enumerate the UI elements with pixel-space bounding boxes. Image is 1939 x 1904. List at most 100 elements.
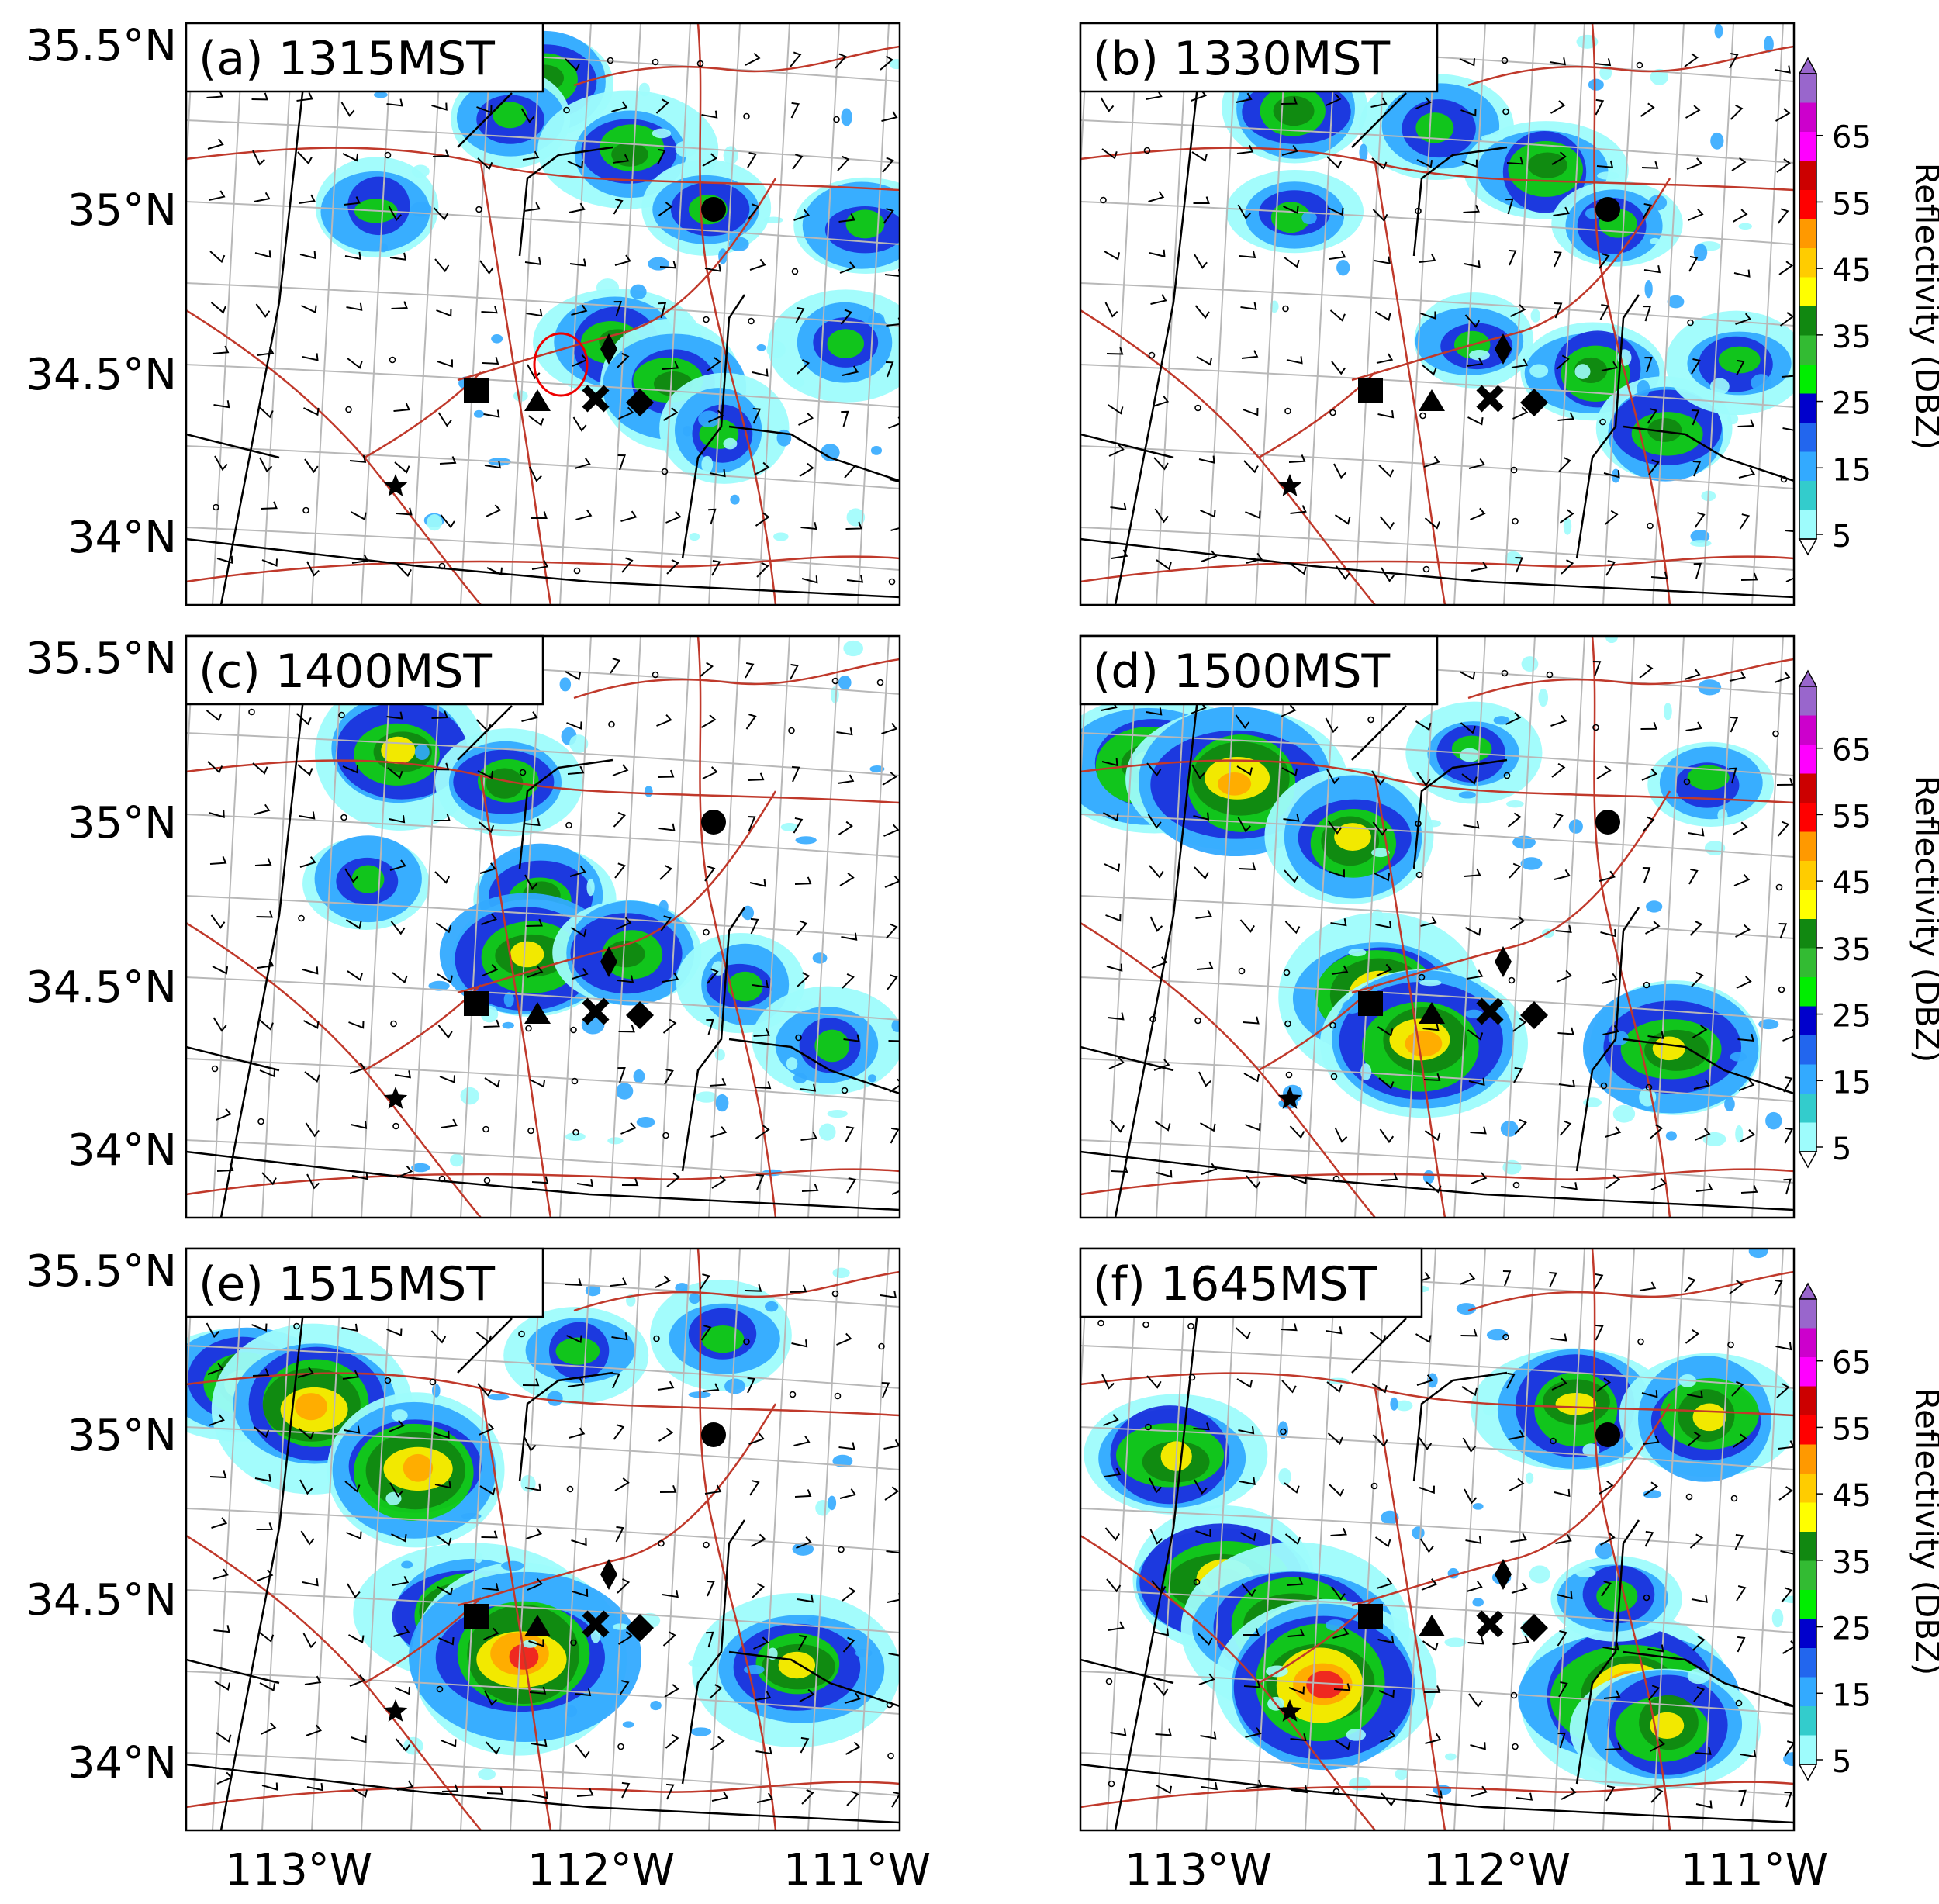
road: [479, 1387, 552, 1830]
echo: [1278, 1467, 1291, 1486]
echo: [428, 980, 450, 991]
echo: [411, 1163, 430, 1173]
echo: [1469, 349, 1490, 361]
boundary: [1114, 1249, 1206, 1830]
boundary: [457, 1318, 513, 1374]
echo: [401, 1560, 413, 1569]
echo: [1724, 1097, 1735, 1112]
echo: [763, 216, 783, 223]
triangle-icon: [524, 1615, 551, 1636]
square-icon: [464, 1604, 489, 1629]
x-icon: [582, 385, 610, 413]
colorbar-segment: [1799, 803, 1816, 832]
echo: [723, 146, 738, 165]
boundary: [681, 294, 746, 559]
echo: [559, 677, 572, 692]
road: [1467, 45, 1794, 87]
echo: [1419, 980, 1442, 987]
x-icon: [1476, 997, 1504, 1025]
echo: [1336, 260, 1350, 276]
boundary: [186, 537, 900, 599]
echo: [1717, 809, 1728, 822]
panel-label-box: [1079, 1247, 1423, 1318]
echo: [675, 140, 697, 157]
colorbar-segment: [1799, 977, 1816, 1007]
station-markers: [1277, 197, 1620, 496]
road: [186, 147, 900, 192]
road: [1591, 636, 1671, 1218]
thin-diamond-icon: [1495, 333, 1512, 365]
storm-cell: [1569, 1668, 1761, 1790]
echo: [1521, 656, 1539, 672]
boundary: [186, 1045, 280, 1072]
panel-label: (a) 1315MST: [199, 32, 495, 86]
circle-icon: [701, 810, 726, 835]
echo: [1690, 530, 1710, 543]
echo: [503, 991, 514, 1007]
echo: [1730, 1052, 1747, 1062]
lat-label: 34°N: [67, 1738, 177, 1788]
x-icon: [1476, 1610, 1504, 1638]
colorbar-segment: [1799, 510, 1816, 539]
echo: [818, 1123, 836, 1141]
colorbar-extend-min: [1798, 538, 1818, 556]
colorbar-tick-label: 45: [1832, 866, 1872, 901]
road: [1351, 178, 1671, 382]
panel-label: (b) 1330MST: [1093, 32, 1391, 86]
panel-f: (f) 1645MST: [1079, 1247, 1796, 1832]
colorbar-tick-label: 25: [1832, 386, 1872, 422]
station-markers: [1277, 810, 1620, 1109]
star-icon: [383, 474, 408, 496]
echo: [1481, 134, 1504, 142]
road: [696, 1249, 777, 1830]
echo: [723, 437, 738, 450]
panel-label: (d) 1500MST: [1093, 644, 1391, 699]
echo: [1738, 223, 1753, 230]
colorbar-segment: [1799, 948, 1816, 977]
storm-cell: [1647, 741, 1775, 827]
echo: [690, 1727, 712, 1736]
colorbar-segment: [1799, 773, 1816, 803]
echo: [1412, 1526, 1425, 1539]
storm-cell: [315, 157, 439, 258]
storm-cell: [752, 986, 900, 1095]
county-boundaries: [186, 23, 900, 605]
roads: [186, 636, 900, 1218]
colorbar-extend-max: [1798, 57, 1818, 74]
lat-labels-row1: 35.5°N 35°N 34.5°N 34°N: [26, 21, 177, 563]
colorbar-tick-label: 15: [1832, 1065, 1872, 1101]
road: [1467, 1270, 1794, 1312]
wind-barbs: [205, 653, 900, 1195]
boundary: [1623, 1650, 1794, 1708]
echo: [1748, 1249, 1768, 1259]
colorbar-tick-label: 5: [1832, 1132, 1851, 1167]
echo: [411, 164, 430, 178]
colorbar-segment: [1799, 1035, 1816, 1065]
colorbar-segment: [1799, 1560, 1816, 1590]
road: [457, 1403, 777, 1607]
echo: [1687, 1668, 1710, 1685]
road: [696, 23, 777, 605]
triangle-icon: [1419, 1615, 1445, 1636]
road: [457, 178, 777, 382]
echo: [1735, 1125, 1744, 1143]
diamond-icon: [1520, 1614, 1548, 1642]
station-markers: [383, 810, 726, 1109]
boundary: [1080, 1045, 1174, 1072]
boundary: [1114, 23, 1206, 605]
boundary: [186, 1658, 280, 1685]
echo: [812, 952, 828, 964]
county-boundaries: [186, 1249, 900, 1830]
echo: [373, 92, 388, 98]
echo: [644, 786, 653, 797]
echo: [793, 1073, 807, 1083]
road: [457, 790, 777, 994]
lon-label: 112°W: [527, 1845, 675, 1895]
boundary: [1575, 294, 1640, 559]
boundary: [219, 23, 312, 605]
roads: [1080, 636, 1794, 1218]
echo: [478, 1768, 496, 1781]
echo: [607, 1137, 624, 1145]
boundary: [1412, 1371, 1508, 1482]
road: [1080, 759, 1794, 804]
